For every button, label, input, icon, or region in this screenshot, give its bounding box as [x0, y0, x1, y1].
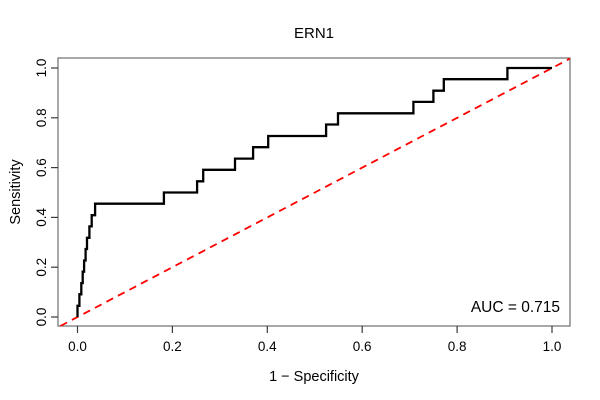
- auc-annotation: AUC = 0.715: [471, 299, 560, 316]
- y-tick-label: 0.2: [34, 258, 49, 277]
- y-axis-title: Sensitivity: [8, 159, 24, 225]
- chart-title: ERN1: [294, 25, 334, 42]
- y-tick-label: 0.0: [34, 308, 49, 327]
- x-tick-label: 0.6: [353, 339, 372, 354]
- x-tick-label: 0.2: [163, 339, 182, 354]
- diagonal-reference-line: [59, 57, 571, 327]
- y-tick-label: 0.4: [34, 208, 49, 227]
- y-axis-tick-labels: 0.0 0.2 0.4 0.6 0.8 1.0: [34, 59, 49, 327]
- roc-curve: [76, 66, 552, 317]
- y-tick-label: 0.8: [34, 108, 49, 127]
- plot-box: [57, 57, 571, 327]
- x-axis-ticks: [76, 326, 553, 333]
- x-axis-title: 1 − Specificity: [269, 369, 360, 385]
- x-tick-label: 0.8: [448, 339, 467, 354]
- y-tick-label: 0.6: [34, 158, 49, 177]
- x-tick-label: 0.4: [258, 339, 277, 354]
- x-tick-label: 0.0: [68, 339, 87, 354]
- x-axis-tick-labels: 0.0 0.2 0.4 0.6 0.8 1.0: [68, 339, 561, 354]
- x-tick-label: 1.0: [543, 339, 562, 354]
- y-axis-ticks: [51, 67, 58, 318]
- y-tick-label: 1.0: [34, 59, 49, 78]
